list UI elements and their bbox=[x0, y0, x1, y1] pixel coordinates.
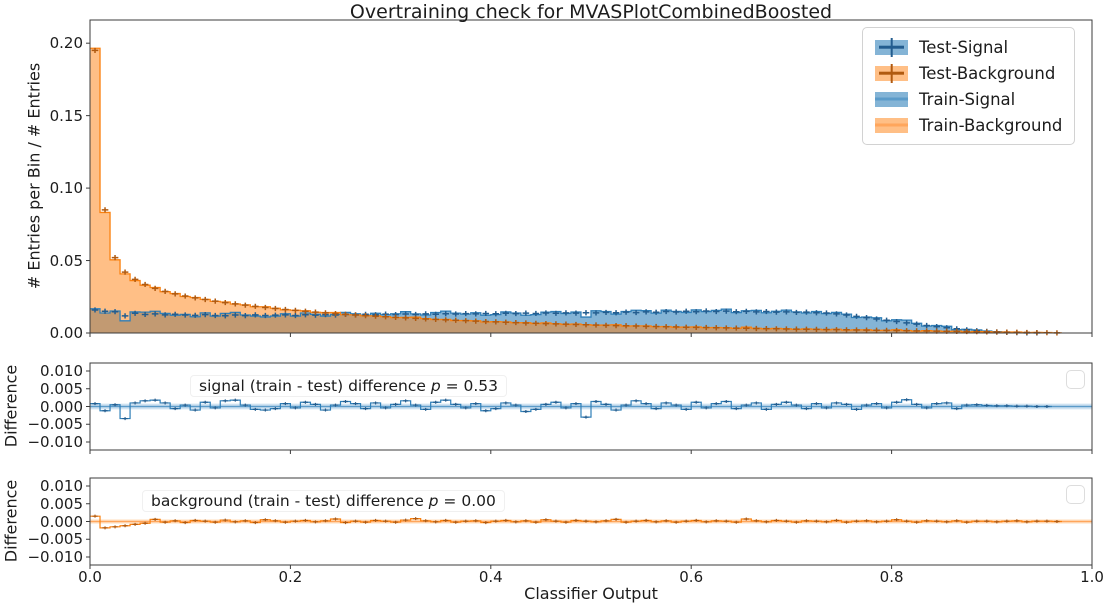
y-tick-label: 0.005 bbox=[40, 379, 83, 398]
legend-item-train-signal: Train-Signal bbox=[875, 86, 1062, 112]
empty-legend-box-background-diff bbox=[1066, 485, 1085, 504]
test-signal-errorbar-icon bbox=[875, 37, 908, 57]
x-tick-label: 1.0 bbox=[1080, 568, 1104, 586]
difference-errorbars bbox=[92, 514, 1060, 530]
x-tick-label: 0.0 bbox=[78, 568, 102, 586]
background-diff-p-value: = 0.00 bbox=[438, 492, 496, 510]
y-tick-label: 0.20 bbox=[49, 34, 83, 53]
y-tick-label: −0.010 bbox=[27, 433, 83, 451]
signal-diff-y-axis-label: Difference bbox=[1, 364, 21, 448]
y-tick-label: 0.010 bbox=[40, 361, 83, 380]
x-tick-label: 0.6 bbox=[679, 568, 704, 586]
signal-diff-annotation-text: signal (train - test) difference bbox=[199, 377, 431, 395]
difference-step-line bbox=[90, 515, 1062, 529]
y-tick-label: 0.010 bbox=[40, 476, 83, 495]
legend-item-train-background: Train-Background bbox=[875, 112, 1062, 138]
test-background-errorbar-icon bbox=[875, 63, 908, 83]
signal-diff-annotation: signal (train - test) difference p = 0.5… bbox=[190, 375, 508, 397]
y-tick-label: 0.05 bbox=[49, 251, 83, 270]
x-tick-label: 0.2 bbox=[278, 568, 303, 586]
y-tick-label: 0.000 bbox=[40, 512, 83, 531]
y-tick-label: 0.15 bbox=[49, 106, 83, 125]
signal-diff-p-value: = 0.53 bbox=[440, 377, 499, 395]
main-y-axis-label: # Entries per Bin / # Entries bbox=[24, 62, 44, 290]
background-diff-annotation-text: background (train - test) difference bbox=[151, 492, 429, 510]
y-tick-label: −0.005 bbox=[27, 530, 83, 549]
legend-label-train-background: Train-Background bbox=[919, 115, 1063, 135]
y-tick-label: −0.010 bbox=[27, 548, 83, 566]
y-tick-label: 0.005 bbox=[40, 494, 83, 513]
test-signal-errorbars bbox=[91, 307, 1041, 336]
background-diff-annotation: background (train - test) difference p =… bbox=[142, 490, 505, 512]
legend-item-test-background: Test-Background bbox=[875, 60, 1062, 86]
train-background-area bbox=[90, 48, 1062, 333]
p-symbol: p bbox=[428, 492, 439, 510]
y-tick-label: 0.000 bbox=[40, 397, 83, 416]
y-tick-label: 0.00 bbox=[49, 324, 83, 342]
chart-title: Overtraining check for MVASPlotCombinedB… bbox=[349, 1, 833, 23]
y-tick-label: 0.10 bbox=[49, 179, 83, 198]
test-background-errorbars bbox=[91, 47, 1061, 336]
train-background-step-line bbox=[90, 47, 1062, 334]
legend-item-test-signal: Test-Signal bbox=[875, 34, 1062, 60]
legend-label-test-signal: Test-Signal bbox=[919, 37, 1009, 57]
difference-errorbars bbox=[92, 398, 1050, 421]
train-background-band-icon bbox=[875, 117, 908, 133]
y-tick-label: −0.005 bbox=[27, 415, 83, 434]
empty-legend-box-signal-diff bbox=[1066, 370, 1085, 389]
legend-label-test-background: Test-Background bbox=[919, 63, 1056, 83]
train-signal-band-icon bbox=[875, 91, 908, 107]
legend-label-train-signal: Train-Signal bbox=[919, 89, 1016, 109]
x-tick-label: 0.8 bbox=[879, 568, 904, 586]
x-axis-label: Classifier Output bbox=[524, 584, 658, 603]
legend: Test-Signal Test-Background Train-Signal… bbox=[862, 27, 1076, 145]
axes-spines bbox=[89, 19, 1093, 334]
x-tick-label: 0.4 bbox=[478, 568, 503, 586]
background-diff-y-axis-label: Difference bbox=[1, 479, 21, 563]
p-symbol: p bbox=[430, 377, 441, 395]
